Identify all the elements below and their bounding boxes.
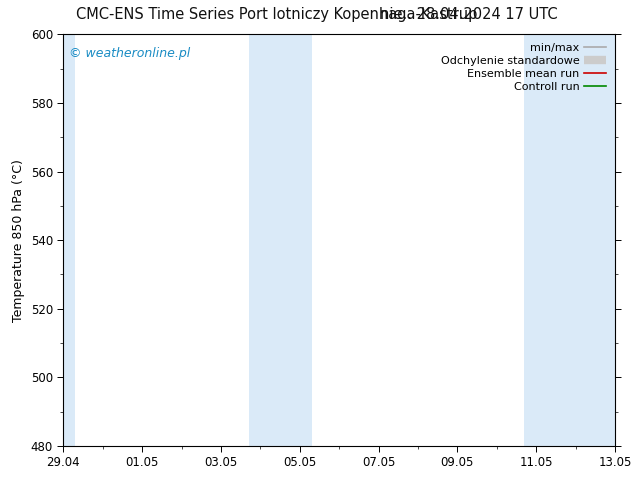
Text: nie.. 28.04.2024 17 UTC: nie.. 28.04.2024 17 UTC	[380, 7, 558, 23]
Text: © weatheronline.pl: © weatheronline.pl	[69, 47, 190, 60]
Legend: min/max, Odchylenie standardowe, Ensemble mean run, Controll run: min/max, Odchylenie standardowe, Ensembl…	[437, 40, 609, 95]
Y-axis label: Temperature 850 hPa (°C): Temperature 850 hPa (°C)	[12, 159, 25, 321]
Bar	[63, 34, 75, 446]
Text: CMC-ENS Time Series Port lotniczy Kopenhaga-Kastrup: CMC-ENS Time Series Port lotniczy Kopenh…	[76, 7, 477, 23]
Bar	[249, 34, 312, 446]
Bar	[524, 34, 615, 446]
